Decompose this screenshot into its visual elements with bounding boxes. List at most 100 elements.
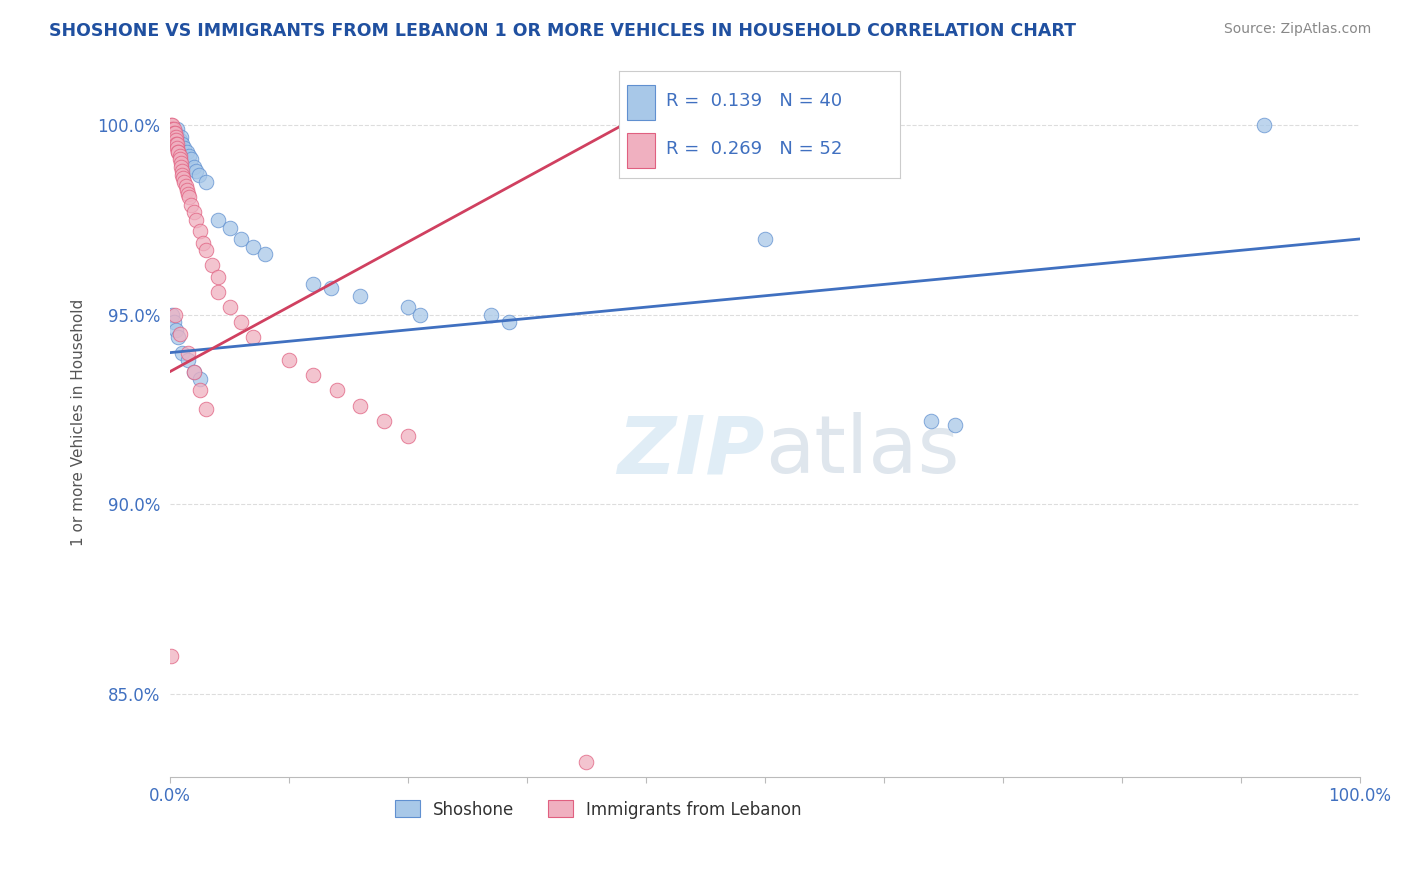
Point <box>169 326 191 341</box>
Point <box>170 160 193 174</box>
FancyBboxPatch shape <box>627 134 655 168</box>
Point <box>177 190 200 204</box>
Text: ZIP: ZIP <box>617 412 765 490</box>
Point <box>186 213 208 227</box>
Point <box>575 755 598 769</box>
Point <box>187 168 209 182</box>
Point <box>188 224 211 238</box>
Point <box>165 126 187 140</box>
Point <box>163 315 186 329</box>
Point <box>242 239 264 253</box>
Point <box>162 122 184 136</box>
Point <box>166 137 188 152</box>
Point <box>183 365 205 379</box>
Point <box>201 259 224 273</box>
Point <box>177 345 200 359</box>
Text: atlas: atlas <box>765 412 959 490</box>
Point <box>176 183 198 197</box>
Point <box>177 353 200 368</box>
Point <box>231 315 253 329</box>
Point <box>218 220 240 235</box>
Text: R =  0.139   N = 40: R = 0.139 N = 40 <box>666 93 842 111</box>
Point <box>163 126 186 140</box>
Point <box>160 119 183 133</box>
Point <box>194 244 217 258</box>
Y-axis label: 1 or more Vehicles in Household: 1 or more Vehicles in Household <box>72 299 86 546</box>
Point <box>754 232 776 246</box>
Point <box>373 414 395 428</box>
Point <box>163 308 186 322</box>
Point <box>163 134 186 148</box>
Point <box>479 308 502 322</box>
Point <box>173 141 195 155</box>
Point <box>349 289 371 303</box>
Point <box>183 365 205 379</box>
Point <box>396 429 419 443</box>
Point <box>193 235 215 250</box>
Point <box>170 156 193 170</box>
Point <box>349 399 371 413</box>
Point <box>165 134 187 148</box>
Point <box>183 160 205 174</box>
Point <box>180 198 202 212</box>
Point <box>170 168 193 182</box>
Point <box>301 368 323 383</box>
Point <box>162 308 184 322</box>
Point <box>254 247 277 261</box>
Point <box>176 145 198 159</box>
Point <box>278 353 301 368</box>
Point <box>319 281 342 295</box>
Point <box>170 163 193 178</box>
Text: Source: ZipAtlas.com: Source: ZipAtlas.com <box>1223 22 1371 37</box>
Point <box>167 330 190 344</box>
Point <box>170 129 193 144</box>
Point <box>943 417 966 432</box>
Point <box>177 148 200 162</box>
Point <box>207 285 229 299</box>
Point <box>167 145 190 159</box>
Point <box>173 175 195 189</box>
Point <box>396 300 419 314</box>
Point <box>165 129 187 144</box>
Point <box>165 137 187 152</box>
Point <box>188 372 211 386</box>
Point <box>177 186 200 201</box>
Point <box>170 137 193 152</box>
Point <box>172 171 194 186</box>
Point <box>409 308 432 322</box>
Point <box>170 345 193 359</box>
Point <box>163 129 186 144</box>
Point <box>166 141 188 155</box>
Point <box>920 414 942 428</box>
Point <box>165 323 187 337</box>
Point <box>188 384 211 398</box>
Point <box>207 213 229 227</box>
Point <box>207 269 229 284</box>
Point <box>301 277 323 292</box>
Point <box>186 163 208 178</box>
Text: R =  0.269   N = 52: R = 0.269 N = 52 <box>666 141 842 159</box>
Point <box>169 153 191 167</box>
Point <box>325 384 347 398</box>
Point <box>163 122 186 136</box>
Point <box>498 315 520 329</box>
Legend: Shoshone, Immigrants from Lebanon: Shoshone, Immigrants from Lebanon <box>388 794 808 825</box>
Point <box>162 119 184 133</box>
Point <box>169 148 191 162</box>
FancyBboxPatch shape <box>627 86 655 120</box>
Text: SHOSHONE VS IMMIGRANTS FROM LEBANON 1 OR MORE VEHICLES IN HOUSEHOLD CORRELATION : SHOSHONE VS IMMIGRANTS FROM LEBANON 1 OR… <box>49 22 1076 40</box>
Point <box>1253 119 1275 133</box>
Point <box>218 300 240 314</box>
Point <box>194 402 217 417</box>
Point <box>160 648 183 663</box>
Point <box>180 153 202 167</box>
Point <box>242 330 264 344</box>
Point <box>166 122 188 136</box>
Point <box>167 145 190 159</box>
Point <box>194 175 217 189</box>
Point <box>174 178 197 193</box>
Point <box>231 232 253 246</box>
Point <box>163 126 186 140</box>
Point <box>163 126 186 140</box>
Point <box>163 129 186 144</box>
